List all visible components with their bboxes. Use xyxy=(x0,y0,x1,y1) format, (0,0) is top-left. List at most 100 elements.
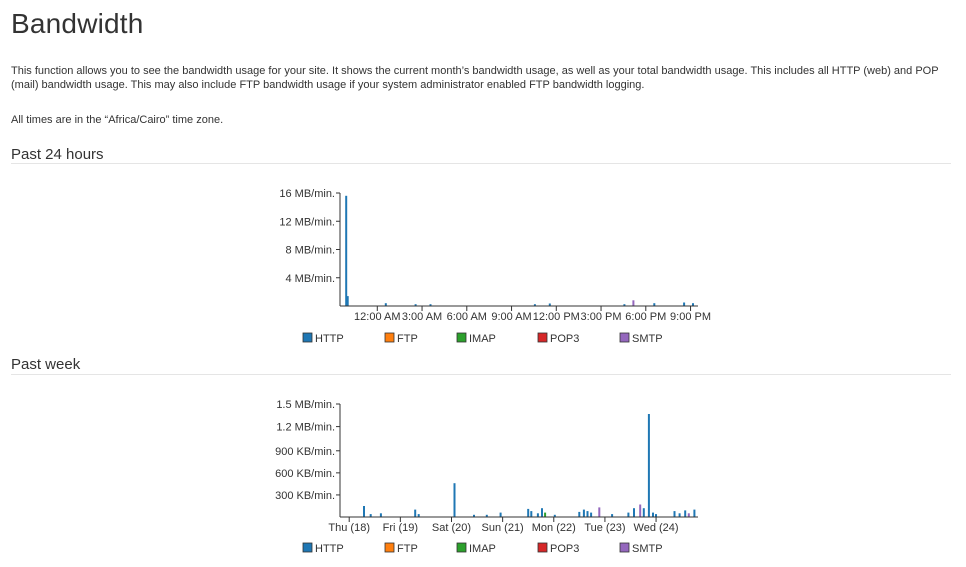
x-tick-label: 9:00 PM xyxy=(670,311,711,323)
chart-bar xyxy=(652,512,654,517)
chart-bar xyxy=(692,303,694,306)
chart-bar xyxy=(632,300,635,306)
chart-bar xyxy=(683,302,686,306)
legend-label: POP3 xyxy=(550,543,579,555)
past-24-hours-divider xyxy=(11,163,951,164)
y-tick-label: 300 KB/min. xyxy=(275,490,335,502)
legend-swatch xyxy=(456,332,467,343)
chart-bar xyxy=(429,304,432,306)
chart-bar xyxy=(653,303,656,306)
chart-bar xyxy=(611,514,614,517)
x-tick-label: Tue (23) xyxy=(584,522,625,534)
chart-bar xyxy=(684,510,687,517)
chart-bar xyxy=(678,513,681,517)
chart-bar xyxy=(586,511,589,517)
y-tick-label: 1.2 MB/min. xyxy=(276,422,335,434)
chart-bar xyxy=(673,511,676,517)
chart-bar xyxy=(499,512,502,517)
y-tick-label: 600 KB/min. xyxy=(275,468,335,480)
legend-label: HTTP xyxy=(315,333,344,345)
chart-bar xyxy=(414,304,417,306)
chart-bar xyxy=(453,483,456,517)
chart-bar xyxy=(548,303,551,306)
legend-item-http: HTTP xyxy=(302,542,344,555)
past-24-hours-heading: Past 24 hours xyxy=(11,146,104,163)
legend-swatch xyxy=(456,542,467,553)
x-tick-label: Mon (22) xyxy=(532,522,576,534)
chart-bar xyxy=(647,414,650,517)
chart-bar xyxy=(473,514,475,517)
page-title: Bandwidth xyxy=(11,8,144,39)
legend-swatch xyxy=(384,332,395,343)
chart-bar xyxy=(693,509,696,517)
legend-swatch xyxy=(619,542,630,553)
chart-bar xyxy=(533,304,536,306)
legend-swatch xyxy=(302,542,313,553)
legend-label: IMAP xyxy=(469,543,496,555)
legend-swatch xyxy=(302,332,313,343)
chart-bar xyxy=(346,296,349,306)
chart-bar xyxy=(687,513,690,517)
past-week-heading: Past week xyxy=(11,356,81,373)
chart-bar xyxy=(578,511,581,517)
chart-bar xyxy=(369,514,372,517)
legend-label: POP3 xyxy=(550,333,579,345)
x-tick-label: 12:00 PM xyxy=(533,311,580,323)
legend-swatch xyxy=(537,542,548,553)
x-tick-label: Sat (20) xyxy=(432,522,471,534)
legend-label: FTP xyxy=(397,543,418,555)
legend-item-smtp: SMTP xyxy=(619,542,663,555)
chart-bar xyxy=(527,508,530,517)
chart-bar xyxy=(553,514,556,517)
y-tick-label: 16 MB/min. xyxy=(279,188,335,200)
chart-bar xyxy=(627,512,630,517)
chart-bar xyxy=(633,508,635,517)
chart-bar xyxy=(417,514,420,517)
legend-label: HTTP xyxy=(315,543,344,555)
chart-bar xyxy=(590,512,593,517)
chart-bar xyxy=(655,514,657,517)
legend-swatch xyxy=(619,332,630,343)
legend-item-ftp: FTP xyxy=(384,332,418,345)
x-tick-label: 6:00 AM xyxy=(447,311,487,323)
chart-bar xyxy=(414,509,417,517)
legend-item-http: HTTP xyxy=(302,332,344,345)
chart-bar xyxy=(379,513,382,517)
y-tick-label: 12 MB/min. xyxy=(279,216,335,228)
x-tick-label: 3:00 PM xyxy=(581,311,622,323)
legend-label: SMTP xyxy=(632,333,663,345)
chart-bar xyxy=(541,508,543,517)
x-tick-label: 9:00 AM xyxy=(491,311,531,323)
legend-swatch xyxy=(537,332,548,343)
y-tick-label: 900 KB/min. xyxy=(275,446,335,458)
x-tick-label: 3:00 AM xyxy=(402,311,442,323)
legend-label: FTP xyxy=(397,333,418,345)
past-week-divider xyxy=(11,374,951,375)
x-tick-label: 12:00 AM xyxy=(354,311,400,323)
x-tick-label: Fri (19) xyxy=(383,522,418,534)
chart-bar xyxy=(345,195,348,306)
chart-bar xyxy=(623,304,626,306)
chart-bar xyxy=(544,512,547,517)
legend-item-ftp: FTP xyxy=(384,542,418,555)
legend-item-pop3: POP3 xyxy=(537,542,579,555)
legend-swatch xyxy=(384,542,395,553)
chart-bar xyxy=(642,508,645,517)
x-tick-label: 6:00 PM xyxy=(625,311,666,323)
chart-bar xyxy=(384,303,387,306)
page-description: This function allows you to see the band… xyxy=(11,65,939,91)
chart-bar xyxy=(363,506,365,517)
chart-bar xyxy=(639,504,642,517)
chart-bar xyxy=(536,513,539,517)
x-tick-label: Sun (21) xyxy=(482,522,524,534)
legend-item-imap: IMAP xyxy=(456,542,496,555)
chart-bar xyxy=(485,514,488,517)
chart-bar xyxy=(598,507,601,517)
x-tick-label: Thu (18) xyxy=(328,522,370,534)
y-tick-label: 8 MB/min. xyxy=(285,245,335,257)
chart-bar xyxy=(582,509,585,517)
x-tick-label: Wed (24) xyxy=(634,522,679,534)
legend-item-smtp: SMTP xyxy=(619,332,663,345)
bandwidth-24h-chart: 4 MB/min. 8 MB/min. 12 MB/min. 16 MB/min. 12… xyxy=(279,188,711,345)
timezone-note: All times are in the “Africa/Cairo” time… xyxy=(11,114,224,126)
